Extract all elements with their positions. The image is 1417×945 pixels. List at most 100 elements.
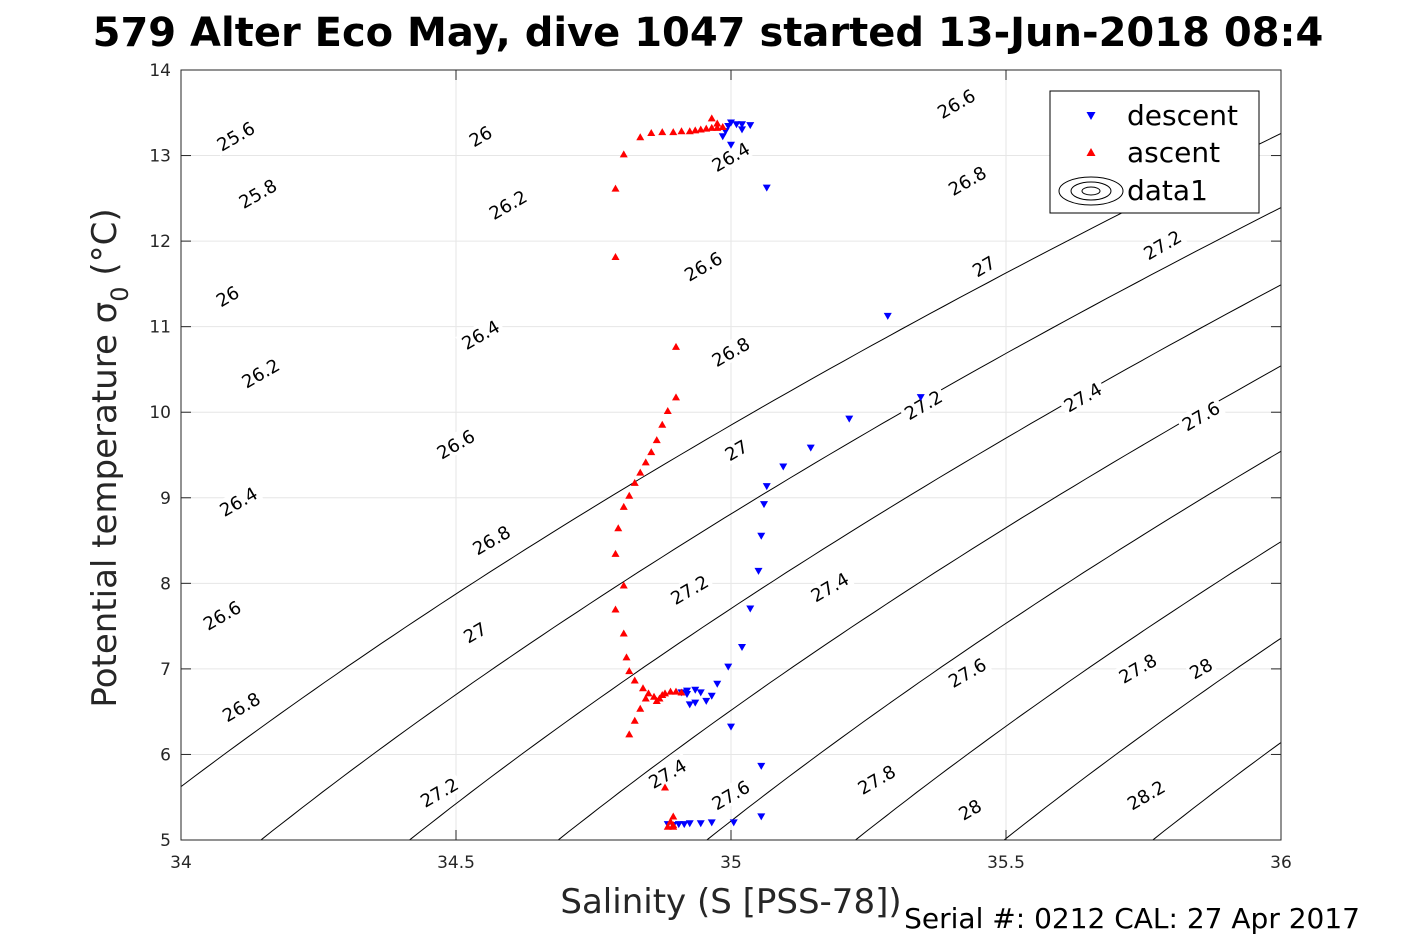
contour-label-bg	[414, 771, 464, 813]
legend-contour-icon	[1058, 176, 1124, 206]
contour-label: 27.2	[414, 771, 464, 813]
y-tick-label: 9	[160, 489, 171, 509]
ascent-point	[619, 502, 628, 510]
ascent-point	[669, 812, 678, 820]
x-tick-label: 34	[170, 853, 192, 873]
y-axis-label-main: Potential temperature σ	[85, 302, 125, 708]
data-points	[611, 114, 925, 830]
descent-point	[674, 821, 683, 829]
ascent-point	[630, 716, 639, 724]
ascent-point	[658, 420, 667, 428]
descent-point	[916, 394, 925, 402]
ascent-point	[611, 253, 620, 261]
contour-label-text: 26	[213, 282, 243, 312]
contour-line	[1152, 741, 1281, 840]
contour-label-bg	[196, 594, 247, 636]
contour-label-bg	[1184, 652, 1217, 684]
contour-label: 26	[211, 280, 244, 312]
contour-label-bg	[953, 794, 987, 825]
ascent-point	[636, 704, 645, 712]
contour-label-bg	[1057, 376, 1108, 417]
descent-point	[707, 819, 716, 827]
contour-label-bg	[705, 774, 756, 815]
legend-box	[1049, 90, 1260, 214]
contour-line	[181, 132, 1281, 788]
contour-label-bg	[482, 184, 533, 225]
contour-label: 27.2	[1137, 224, 1188, 265]
ascent-point	[625, 730, 634, 738]
ascent-point	[696, 125, 705, 133]
contour-label-bg	[705, 136, 756, 177]
ascent-point	[652, 436, 661, 444]
y-tick-label: 6	[160, 745, 171, 765]
y-axis-label-unit: (°C)	[85, 208, 125, 286]
contour-line	[1003, 637, 1281, 840]
x-tick-label: 36	[1270, 853, 1292, 873]
ascent-point	[644, 689, 653, 697]
ascent-point	[685, 127, 694, 135]
contour-label: 27.2	[898, 384, 948, 425]
descent-point	[732, 121, 741, 129]
ascent-point	[707, 114, 716, 122]
descent-point	[718, 133, 727, 141]
contour-label: 26.8	[216, 686, 266, 727]
ascent-point	[641, 458, 650, 466]
ascent-point	[636, 133, 645, 141]
descent-point	[713, 680, 722, 688]
chart-title: 579 Alter Eco May, dive 1047 started 13-…	[93, 10, 1324, 56]
y-axis-ticks: 5 6 7 8 9 10 11 12 13 14	[149, 61, 1281, 851]
contour-label-bg	[211, 280, 244, 311]
contour-label-bg	[664, 569, 715, 610]
contour-label-bg	[1112, 647, 1163, 689]
ascent-point	[652, 697, 661, 705]
contour-label-bg	[466, 519, 517, 560]
ascent-point	[614, 524, 623, 532]
contour-label: 26.4	[213, 481, 264, 522]
ascent-point	[650, 692, 658, 700]
ascent-point	[647, 448, 656, 456]
contour-label: 27.6	[942, 652, 992, 693]
ascent-point	[619, 150, 628, 158]
contour-label-bg	[942, 160, 992, 201]
descent-point	[727, 141, 735, 149]
contour-label-bg	[851, 759, 902, 800]
contour-label: 28	[1184, 652, 1217, 684]
ascent-point	[647, 128, 656, 136]
ascent-point	[663, 407, 672, 415]
x-tick-label: 34.5	[437, 853, 475, 873]
serial-cal-footer: Serial #: 0212 CAL: 27 Apr 2017	[904, 902, 1360, 935]
contour-label-bg	[931, 83, 981, 124]
contour-label-text: 26	[466, 122, 496, 152]
ascent-point	[666, 687, 675, 695]
contour-label-bg	[210, 115, 261, 156]
contour-label-bg	[213, 481, 264, 522]
ascent-point	[630, 676, 639, 684]
ascent-point	[622, 653, 631, 661]
ascent-point	[639, 684, 647, 692]
legend-ascent-label: ascent	[1127, 136, 1220, 169]
contour-label: 26.6	[196, 594, 247, 636]
y-axis-label-subscript: 0	[106, 286, 134, 301]
y-tick-label: 5	[160, 831, 171, 851]
descent-point	[845, 415, 854, 423]
y-tick-label: 10	[149, 403, 171, 423]
ascent-point	[663, 822, 672, 830]
contour-label: 26.2	[482, 184, 533, 225]
ascent-point	[702, 124, 711, 132]
contour-label: 27.8	[1112, 647, 1163, 689]
contour-label-bg	[678, 245, 728, 287]
contour-label-bg	[1120, 774, 1171, 815]
descent-point	[696, 689, 705, 697]
descent-point	[806, 444, 815, 452]
ascent-point	[619, 629, 628, 637]
contour-label: 25.8	[232, 173, 283, 214]
descent-point	[762, 184, 771, 192]
ascent-point	[625, 491, 634, 499]
ascent-point	[611, 605, 620, 613]
y-tick-label: 11	[149, 318, 171, 338]
ascent-point	[672, 342, 680, 350]
legend-ascent-marker	[1086, 148, 1096, 156]
ascent-point	[707, 123, 716, 131]
ascent-point	[658, 128, 667, 136]
descent-point	[738, 126, 746, 134]
